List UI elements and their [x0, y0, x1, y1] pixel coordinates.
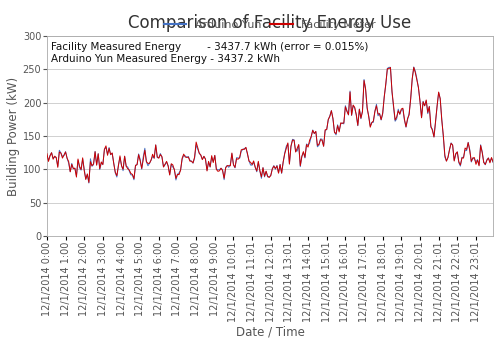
- Title: Comparison of Facility Energy Use: Comparison of Facility Energy Use: [128, 13, 412, 32]
- Text: Facility Measured Energy        - 3437.7 kWh (error = 0.015%)
Arduino Yun Measur: Facility Measured Energy - 3437.7 kWh (e…: [52, 42, 368, 63]
- X-axis label: Date / Time: Date / Time: [236, 325, 304, 338]
- Y-axis label: Building Power (kW): Building Power (kW): [7, 76, 20, 196]
- Legend: Arduino Yun, Facility Meter: Arduino Yun, Facility Meter: [160, 16, 380, 34]
